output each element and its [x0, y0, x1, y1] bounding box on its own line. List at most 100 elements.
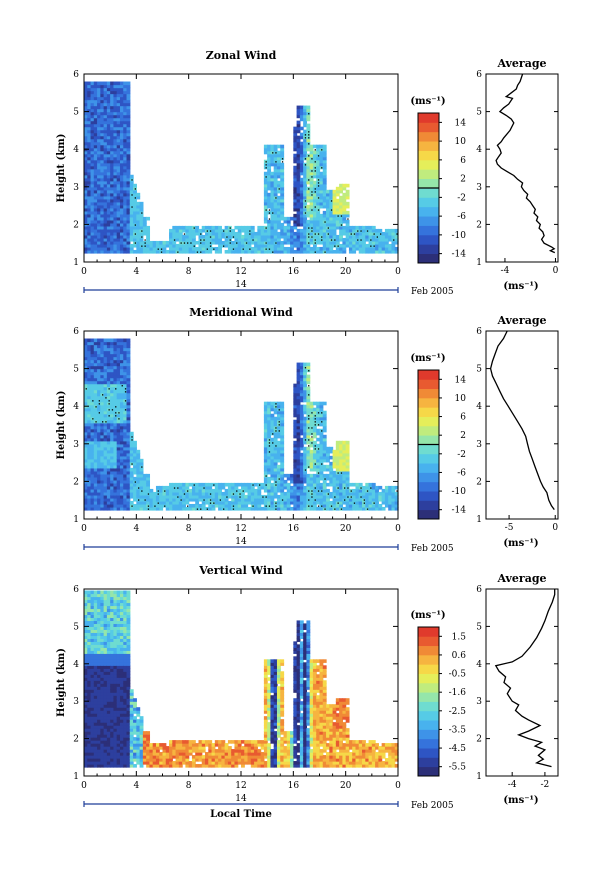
heatmap-cell — [139, 207, 144, 212]
heatmap-cell — [162, 491, 167, 496]
heatmap-cell — [84, 452, 88, 457]
heatmap-cell — [316, 416, 321, 421]
heatmap-cell — [293, 195, 298, 200]
heatmap-cell — [381, 491, 386, 496]
heatmap-cell — [303, 234, 308, 239]
heatmap-cell — [100, 105, 105, 110]
heatmap-cell — [97, 234, 101, 239]
heatmap-cell — [123, 174, 128, 179]
heatmap-cell — [113, 120, 118, 125]
heatmap-cell — [84, 114, 88, 119]
contour-point — [265, 164, 267, 166]
heatmap-cell — [273, 165, 278, 170]
contour-point — [268, 218, 271, 220]
heatmap-cell — [273, 422, 278, 427]
heatmap-cell — [119, 470, 124, 475]
heatmap-cell — [172, 482, 177, 487]
heatmap-cell — [296, 135, 301, 140]
heatmap-cell — [116, 437, 121, 442]
heatmap-cell — [273, 446, 278, 451]
heatmap-cell — [352, 482, 357, 487]
heatmap-cell — [90, 659, 95, 663]
heatmap-cell — [303, 249, 308, 254]
heatmap-cell — [270, 174, 275, 179]
heatmap-cell — [103, 494, 108, 499]
contour-point — [187, 490, 189, 492]
heatmap-cell — [103, 458, 108, 463]
heatmap-cell — [100, 374, 105, 379]
heatmap-cell — [306, 213, 311, 218]
heatmap-cell — [348, 246, 353, 251]
heatmap-cell — [394, 237, 399, 242]
heatmap-cell — [113, 135, 118, 140]
heatmap-cell — [110, 84, 115, 89]
contour-point — [311, 158, 313, 160]
heatmap-cell — [113, 425, 118, 430]
heatmap-cell — [93, 629, 98, 633]
heatmap-cell — [119, 237, 124, 242]
heatmap-cell — [182, 497, 186, 502]
heatmap-cell — [339, 476, 343, 481]
heatmap-cell — [103, 338, 108, 343]
heatmap-cell — [299, 500, 304, 505]
heatmap-cell — [276, 240, 281, 245]
heatmap-cell — [339, 479, 343, 484]
heatmap-cell — [97, 644, 101, 648]
heatmap-cell — [286, 246, 291, 251]
heatmap-cell — [306, 171, 311, 176]
heatmap-cell — [100, 353, 105, 358]
heatmap-cell — [312, 156, 317, 161]
heatmap-cell — [270, 401, 275, 406]
heatmap-cell — [113, 458, 118, 463]
heatmap-cell — [312, 464, 317, 469]
contour-point — [268, 505, 271, 507]
heatmap-cell — [106, 395, 111, 400]
contour-point — [121, 385, 123, 387]
heatmap-cell — [286, 485, 291, 490]
heatmap-cell — [345, 228, 350, 233]
heatmap-cell — [93, 84, 98, 89]
heatmap-cell — [247, 234, 252, 239]
heatmap-cell — [90, 246, 95, 251]
heatmap-cell — [322, 174, 327, 179]
heatmap-cell — [106, 488, 111, 493]
heatmap-cell — [113, 503, 118, 508]
heatmap-cell — [87, 365, 92, 370]
heatmap-cell — [283, 228, 288, 233]
heatmap-cell — [286, 506, 291, 511]
heatmap-cell — [247, 482, 252, 487]
heatmap-cell — [339, 452, 343, 457]
heatmap-cell — [299, 392, 304, 397]
heatmap-cell — [103, 437, 108, 442]
heatmap-cell — [84, 168, 88, 173]
heatmap-cell — [299, 419, 304, 424]
contour-point — [134, 197, 136, 199]
heatmap-cell — [110, 114, 115, 119]
heatmap-cell — [296, 434, 301, 439]
heatmap-cell — [201, 500, 206, 505]
heatmap-cell — [339, 464, 343, 469]
heatmap-cell — [299, 198, 304, 203]
heatmap-cell — [126, 368, 131, 373]
heatmap-cell — [306, 380, 311, 385]
heatmap-cell — [116, 371, 121, 376]
heatmap-cell — [365, 246, 370, 251]
heatmap-cell — [87, 186, 92, 191]
heatmap-cell — [106, 464, 111, 469]
heatmap-cell — [169, 500, 173, 505]
heatmap-cell — [106, 120, 111, 125]
heatmap-cell — [326, 476, 330, 481]
heatmap-cell — [234, 234, 239, 239]
heatmap-cell — [227, 503, 232, 508]
heatmap-cell — [280, 183, 285, 188]
heatmap-cell — [332, 473, 337, 478]
heatmap-cell — [188, 231, 193, 236]
heatmap-cell — [116, 482, 121, 487]
heatmap-cell — [126, 105, 131, 110]
heatmap-cell — [90, 461, 95, 466]
heatmap-cell — [296, 105, 301, 110]
heatmap-cell — [322, 246, 327, 251]
heatmap-cell — [339, 195, 343, 200]
heatmap-cell — [93, 234, 98, 239]
heatmap-cell — [123, 446, 128, 451]
